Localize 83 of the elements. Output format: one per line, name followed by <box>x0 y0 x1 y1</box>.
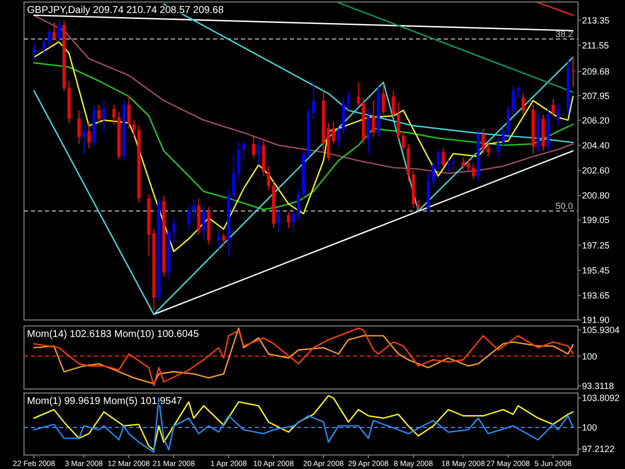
candlestick <box>512 84 515 116</box>
line-series <box>33 41 574 252</box>
candlestick <box>496 136 500 158</box>
candlestick <box>392 90 395 118</box>
candlestick <box>416 199 420 210</box>
candlestick <box>232 153 236 204</box>
candlestick <box>432 162 435 188</box>
candlestick <box>277 209 280 232</box>
candlestick <box>442 148 445 168</box>
candlestick <box>217 231 220 250</box>
candlestick <box>356 82 360 107</box>
candlestick <box>77 110 80 144</box>
candlestick <box>482 128 485 154</box>
y-tick-label: 204.40 <box>582 140 610 150</box>
candlestick <box>57 18 60 42</box>
y-tick-label: 93.3118 <box>582 380 614 391</box>
y-tick-label: 207.95 <box>582 90 610 101</box>
line-series <box>33 14 574 174</box>
y-tick-label: 105.9304 <box>582 325 620 336</box>
candlestick <box>486 142 490 157</box>
y-tick-label: 195.45 <box>582 266 610 276</box>
candlestick <box>237 142 240 180</box>
candlestick <box>382 86 385 116</box>
candlestick <box>552 98 555 116</box>
candlestick <box>252 136 256 158</box>
candlestick <box>312 80 315 120</box>
y-tick-label: 100 <box>582 351 598 362</box>
candlestick <box>222 232 226 246</box>
y-tick-label: 197.25 <box>582 240 610 250</box>
y-tick-label: 199.05 <box>582 215 610 226</box>
candlestick <box>47 27 50 48</box>
candlestick <box>87 122 90 149</box>
candlestick <box>127 94 130 129</box>
candlestick <box>502 126 505 149</box>
candlestick <box>257 139 260 166</box>
y-tick-label: 200.80 <box>582 190 610 201</box>
y-tick-label: 191.90 <box>582 315 610 326</box>
candlestick <box>462 157 465 170</box>
candlestick <box>446 158 450 172</box>
candlestick <box>402 130 405 152</box>
candlestick <box>372 100 375 138</box>
candlestick <box>572 56 575 88</box>
chart-title: Mom(14) 102.6183 Mom(10) 100.6045 <box>27 329 200 340</box>
candlestick <box>297 190 300 220</box>
candlestick <box>187 204 190 232</box>
y-tick-label: 206.20 <box>582 115 610 126</box>
candlestick <box>267 166 270 191</box>
candlestick <box>112 104 116 125</box>
y-tick-label: 209.68 <box>582 66 610 77</box>
candlestick <box>132 120 136 139</box>
candlestick <box>556 102 560 126</box>
candlestick <box>287 212 290 228</box>
candlestick <box>82 124 86 154</box>
candlestick <box>522 93 525 116</box>
candlestick <box>396 101 400 139</box>
candlestick <box>452 156 455 171</box>
y-tick-label: 100 <box>582 422 598 433</box>
candlestick <box>42 38 46 55</box>
candlestick <box>332 121 335 144</box>
y-tick-label: 97.2122 <box>582 444 615 454</box>
y-tick-label: 211.55 <box>582 40 609 50</box>
candlestick <box>466 158 470 171</box>
candlestick <box>52 22 56 41</box>
candlestick <box>292 209 296 232</box>
candlestick <box>202 204 206 241</box>
candlestick <box>172 217 176 244</box>
candlestick <box>336 126 340 148</box>
candlestick <box>97 104 100 124</box>
y-tick-label: 213.35 <box>582 15 610 26</box>
candlestick <box>366 108 370 154</box>
y-tick-label: 193.65 <box>582 290 610 301</box>
candlestick <box>506 106 510 136</box>
candlestick <box>242 140 246 162</box>
candlestick <box>516 86 520 98</box>
y-tick-label: 202.60 <box>582 166 610 176</box>
y-tick-label: 103.8092 <box>582 393 620 404</box>
annotation: 50.0 <box>555 200 574 211</box>
annotation: 38.2 <box>555 29 574 40</box>
candlestick <box>472 162 475 180</box>
candlestick <box>192 198 196 222</box>
candlestick <box>32 44 36 61</box>
candlestick <box>102 100 106 134</box>
candlestick <box>346 90 350 111</box>
